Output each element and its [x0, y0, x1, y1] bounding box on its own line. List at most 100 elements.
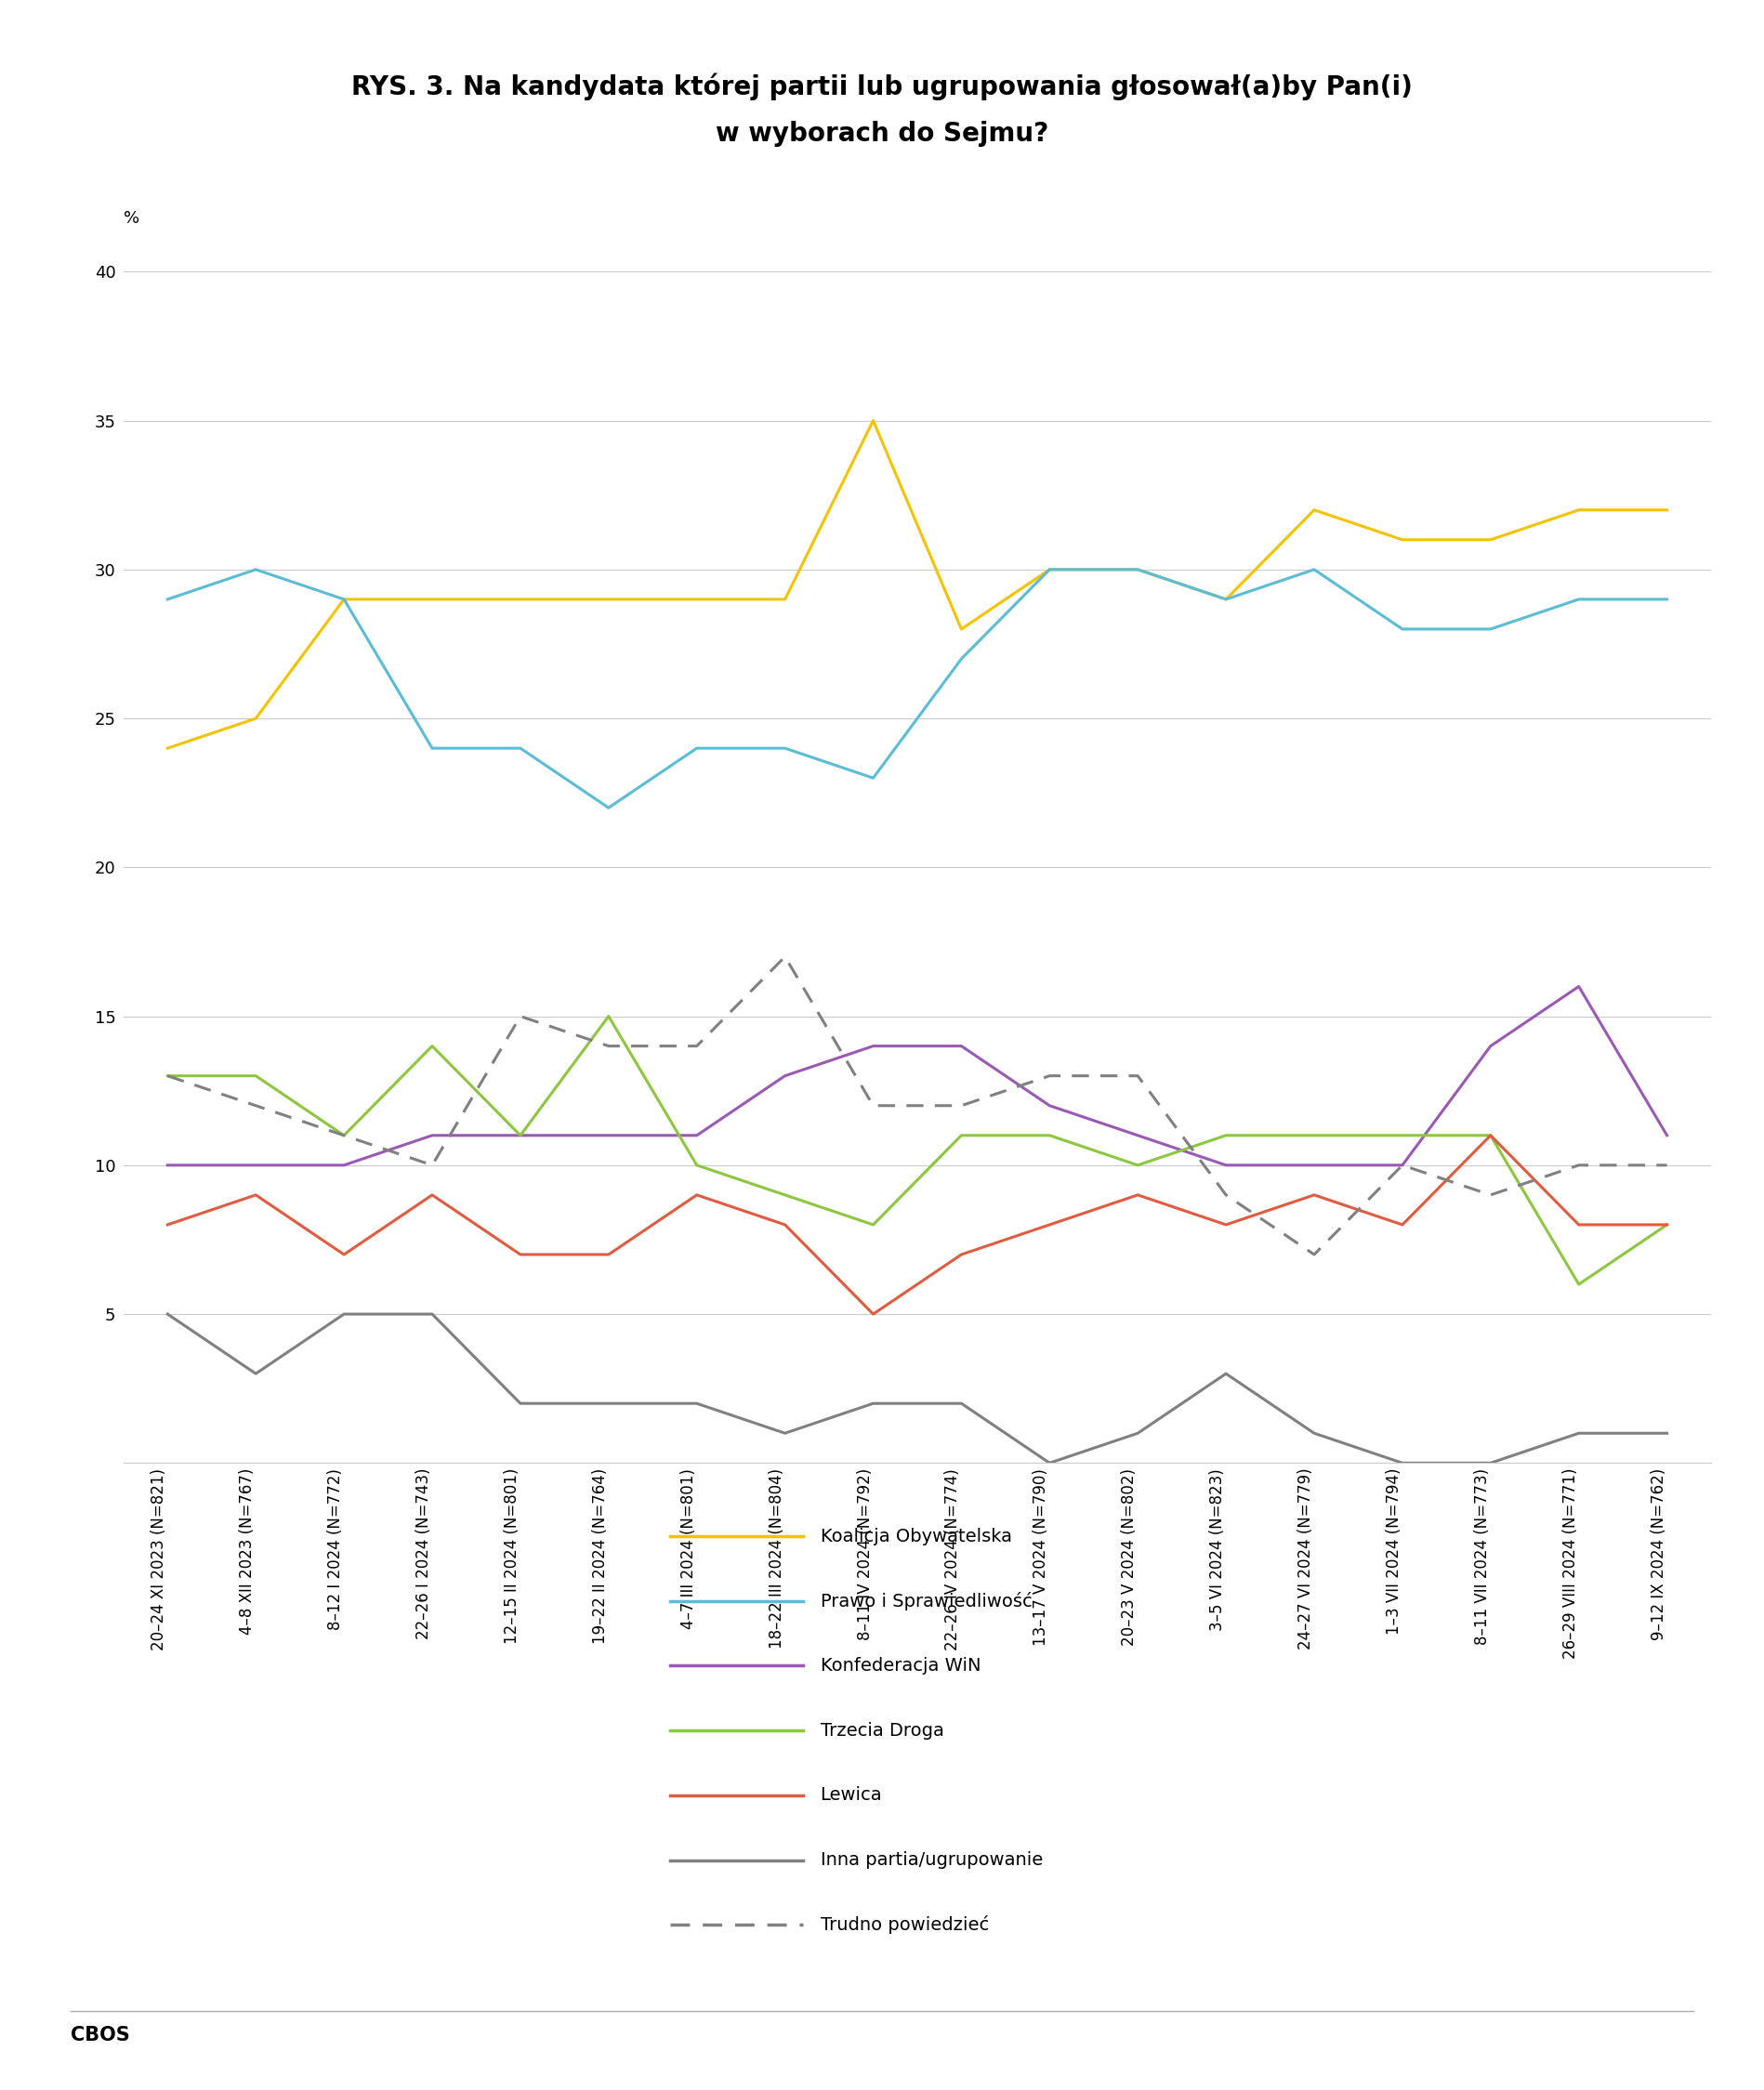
Trudno powiedzieć	[157, 1064, 178, 1089]
Koalicja Obywatelska	[245, 706, 266, 732]
Inna partia/ugrupowanie	[1304, 1421, 1325, 1446]
Trudno powiedzieć	[951, 1093, 972, 1118]
Text: Prawo i Sprawiedliwość: Prawo i Sprawiedliwość	[820, 1593, 1032, 1609]
Konfederacja WiN	[1480, 1035, 1501, 1060]
Lewica	[157, 1212, 178, 1237]
Trudno powiedzieć	[774, 945, 796, 970]
Koalicja Obywatelska	[686, 587, 707, 612]
Koalicja Obywatelska	[157, 736, 178, 761]
Konfederacja WiN	[245, 1154, 266, 1179]
Text: Trzecia Droga: Trzecia Droga	[820, 1722, 944, 1739]
Trudno powiedzieć	[1127, 1064, 1148, 1089]
Line: Prawo i Sprawiedliwość: Prawo i Sprawiedliwość	[168, 571, 1667, 809]
Trudno powiedzieć	[1215, 1183, 1237, 1208]
Trzecia Droga	[1392, 1122, 1413, 1147]
Lewica	[863, 1302, 884, 1327]
Koalicja Obywatelska	[1656, 497, 1678, 522]
Inna partia/ugrupowanie	[1127, 1421, 1148, 1446]
Trudno powiedzieć	[598, 1035, 619, 1060]
Konfederacja WiN	[598, 1122, 619, 1147]
Text: Trudno powiedzieć: Trudno powiedzieć	[820, 1917, 988, 1933]
Lewica	[951, 1241, 972, 1267]
Lewica	[1215, 1212, 1237, 1237]
Trudno powiedzieć	[510, 1003, 531, 1028]
Konfederacja WiN	[510, 1122, 531, 1147]
Lewica	[1039, 1212, 1060, 1237]
Inna partia/ugrupowanie	[422, 1302, 443, 1327]
Prawo i Sprawiedliwość	[598, 796, 619, 821]
Inna partia/ugrupowanie	[245, 1361, 266, 1386]
Trzecia Droga	[333, 1122, 355, 1147]
Konfederacja WiN	[1392, 1154, 1413, 1179]
Koalicja Obywatelska	[598, 587, 619, 612]
Prawo i Sprawiedliwość	[686, 736, 707, 761]
Konfederacja WiN	[951, 1035, 972, 1060]
Inna partia/ugrupowanie	[1568, 1421, 1589, 1446]
Lewica	[422, 1183, 443, 1208]
Konfederacja WiN	[863, 1035, 884, 1060]
Trudno powiedzieć	[863, 1093, 884, 1118]
Prawo i Sprawiedliwość	[774, 736, 796, 761]
Prawo i Sprawiedliwość	[510, 736, 531, 761]
Konfederacja WiN	[1215, 1154, 1237, 1179]
Trzecia Droga	[157, 1064, 178, 1089]
Trudno powiedzieć	[1304, 1241, 1325, 1267]
Text: Konfederacja WiN: Konfederacja WiN	[820, 1657, 981, 1674]
Trzecia Droga	[1127, 1154, 1148, 1179]
Koalicja Obywatelska	[510, 587, 531, 612]
Trzecia Droga	[245, 1064, 266, 1089]
Trzecia Droga	[1215, 1122, 1237, 1147]
Lewica	[774, 1212, 796, 1237]
Text: Lewica: Lewica	[820, 1787, 882, 1804]
Inna partia/ugrupowanie	[774, 1421, 796, 1446]
Trzecia Droga	[1480, 1122, 1501, 1147]
Koalicja Obywatelska	[1215, 587, 1237, 612]
Trzecia Droga	[863, 1212, 884, 1237]
Prawo i Sprawiedliwość	[1127, 558, 1148, 583]
Inna partia/ugrupowanie	[1656, 1421, 1678, 1446]
Text: RYS. 3. Na kandydata której partii lub ugrupowania głosował(a)by Pan(i): RYS. 3. Na kandydata której partii lub u…	[351, 73, 1413, 100]
Inna partia/ugrupowanie	[510, 1392, 531, 1417]
Line: Trzecia Droga: Trzecia Droga	[168, 1016, 1667, 1283]
Inna partia/ugrupowanie	[1039, 1450, 1060, 1476]
Koalicja Obywatelska	[1480, 527, 1501, 552]
Trudno powiedzieć	[333, 1122, 355, 1147]
Lewica	[1656, 1212, 1678, 1237]
Trudno powiedzieć	[686, 1035, 707, 1060]
Trzecia Droga	[1304, 1122, 1325, 1147]
Trudno powiedzieć	[1392, 1154, 1413, 1179]
Trzecia Droga	[598, 1003, 619, 1028]
Koalicja Obywatelska	[1039, 558, 1060, 583]
Konfederacja WiN	[1127, 1122, 1148, 1147]
Lewica	[245, 1183, 266, 1208]
Trzecia Droga	[774, 1183, 796, 1208]
Koalicja Obywatelska	[1392, 527, 1413, 552]
Prawo i Sprawiedliwość	[1304, 558, 1325, 583]
Lewica	[333, 1241, 355, 1267]
Inna partia/ugrupowanie	[598, 1392, 619, 1417]
Trzecia Droga	[510, 1122, 531, 1147]
Konfederacja WiN	[1656, 1122, 1678, 1147]
Text: %: %	[123, 211, 139, 228]
Prawo i Sprawiedliwość	[863, 765, 884, 790]
Koalicja Obywatelska	[951, 617, 972, 642]
Konfederacja WiN	[1304, 1154, 1325, 1179]
Inna partia/ugrupowanie	[951, 1392, 972, 1417]
Lewica	[1304, 1183, 1325, 1208]
Lewica	[598, 1241, 619, 1267]
Konfederacja WiN	[1039, 1093, 1060, 1118]
Prawo i Sprawiedliwość	[1568, 587, 1589, 612]
Line: Koalicja Obywatelska: Koalicja Obywatelska	[168, 420, 1667, 748]
Prawo i Sprawiedliwość	[245, 558, 266, 583]
Koalicja Obywatelska	[1568, 497, 1589, 522]
Inna partia/ugrupowanie	[157, 1302, 178, 1327]
Lewica	[1392, 1212, 1413, 1237]
Prawo i Sprawiedliwość	[157, 587, 178, 612]
Trudno powiedzieć	[245, 1093, 266, 1118]
Konfederacja WiN	[333, 1154, 355, 1179]
Inna partia/ugrupowanie	[1480, 1450, 1501, 1476]
Koalicja Obywatelska	[1304, 497, 1325, 522]
Prawo i Sprawiedliwość	[422, 736, 443, 761]
Trudno powiedzieć	[1480, 1183, 1501, 1208]
Konfederacja WiN	[686, 1122, 707, 1147]
